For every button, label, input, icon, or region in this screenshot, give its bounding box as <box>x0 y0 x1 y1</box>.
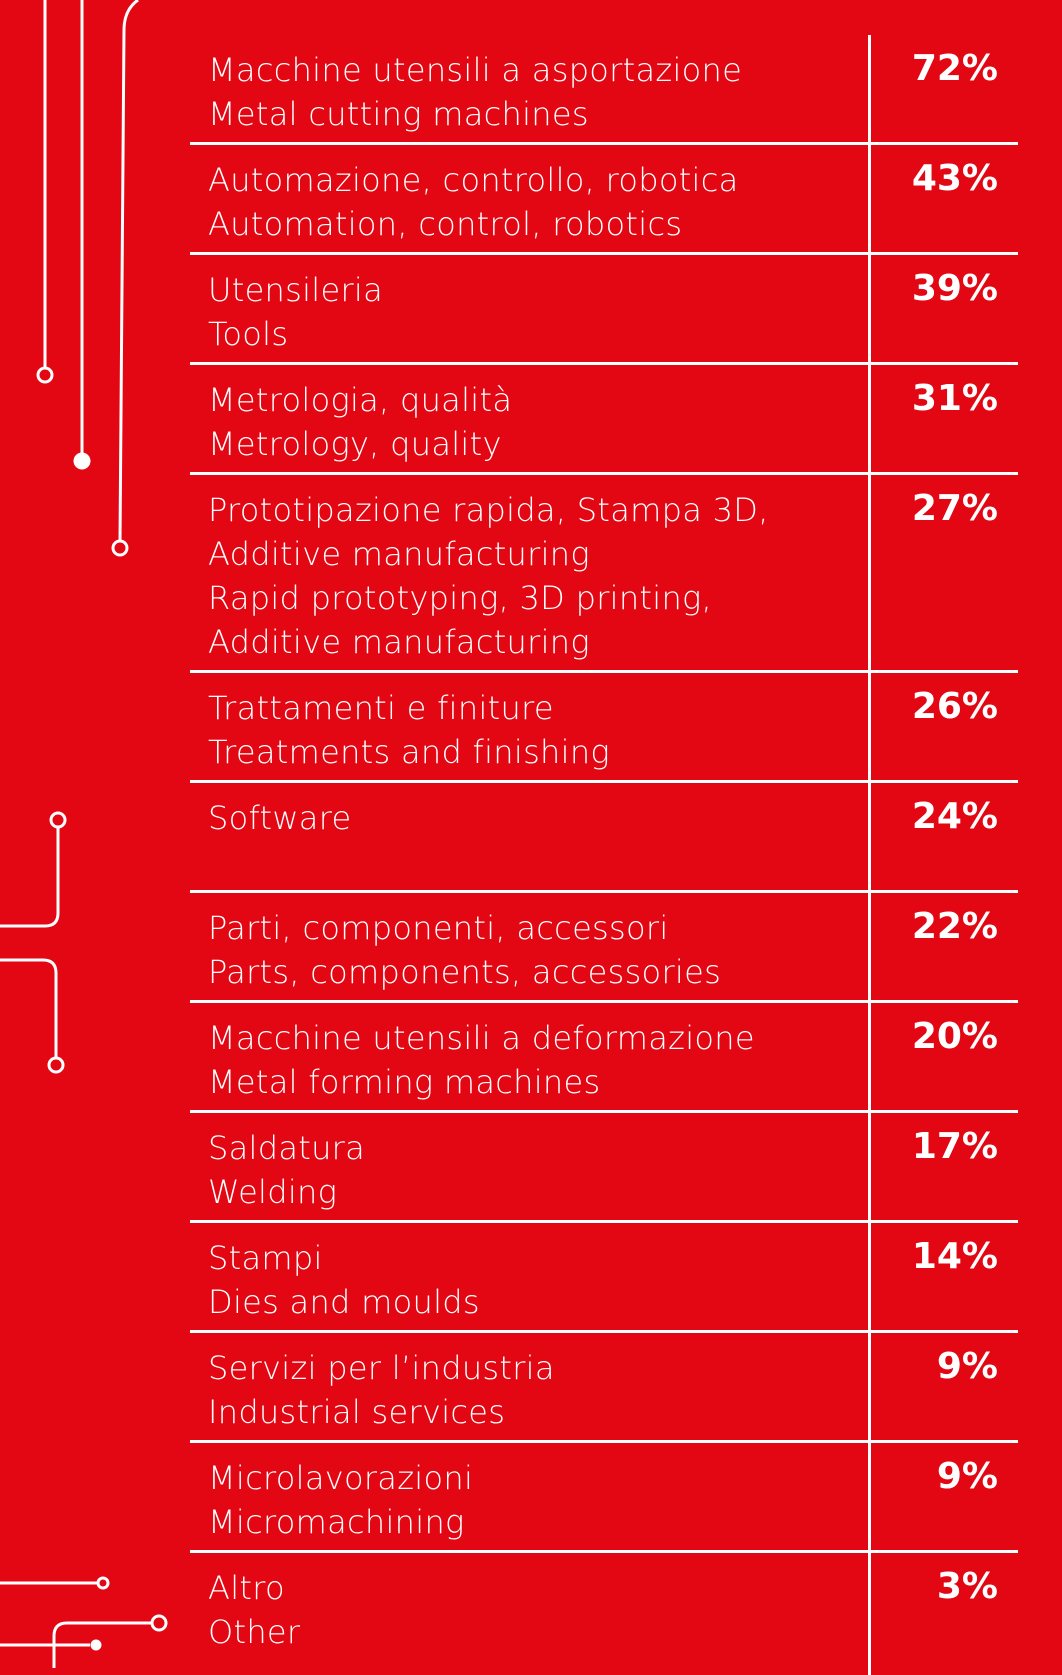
percentage-value: 20% <box>911 1016 998 1057</box>
category-label: Servizi per l’industria Industrial servic… <box>208 1346 858 1434</box>
category-line: Macchine utensili a asportazione <box>208 51 743 89</box>
category-line: Additive manufacturing <box>208 535 590 573</box>
table-row: Software 24% <box>190 783 1018 893</box>
category-label: Automazione, controllo, robotica Automati… <box>208 158 858 246</box>
category-line: Parts, components, accessories <box>208 953 722 991</box>
table-row: Metrologia, qualità Metrology, quality 31% <box>190 365 1018 475</box>
category-line: Automazione, controllo, robotica <box>208 161 739 199</box>
category-line: Servizi per l’industria <box>208 1349 555 1387</box>
category-line: Utensileria <box>208 271 384 309</box>
category-label: Parti, componenti, accessori Parts, compo… <box>208 906 858 994</box>
table-row: Macchine utensili a deformazione Metal fo… <box>190 1003 1018 1113</box>
table-row: Macchine utensili a asportazione Metal cu… <box>190 35 1018 145</box>
category-line: Stampi <box>208 1239 323 1277</box>
category-line: Metal cutting machines <box>208 95 589 133</box>
category-label: Trattamenti e finiture Treatments and fin… <box>208 686 858 774</box>
table-row: Utensileria Tools 39% <box>190 255 1018 365</box>
category-line: Altro <box>208 1569 285 1607</box>
category-line: Industrial services <box>208 1393 506 1431</box>
percentage-value: 3% <box>936 1566 998 1607</box>
table-row: Altro Other 3% <box>190 1553 1018 1663</box>
percentage-value: 26% <box>911 686 998 727</box>
table-row: Automazione, controllo, robotica Automati… <box>190 145 1018 255</box>
category-line: Tools <box>208 315 289 353</box>
category-label: Metrologia, qualità Metrology, quality <box>208 378 858 466</box>
percentage-value: 14% <box>911 1236 998 1277</box>
category-label: Prototipazione rapida, Stampa 3D, Additiv… <box>208 488 858 664</box>
percentage-value: 43% <box>911 158 998 199</box>
table-row: Parti, componenti, accessori Parts, compo… <box>190 893 1018 1003</box>
percentage-value: 27% <box>911 488 998 529</box>
category-line: Parti, componenti, accessori <box>208 909 669 947</box>
column-divider <box>868 35 871 1675</box>
table-row: Prototipazione rapida, Stampa 3D, Additiv… <box>190 475 1018 673</box>
category-label: Altro Other <box>208 1566 858 1654</box>
percentage-value: 9% <box>936 1346 998 1387</box>
table-row: Saldatura Welding 17% <box>190 1113 1018 1223</box>
category-label: Software <box>208 796 858 840</box>
category-label: Stampi Dies and moulds <box>208 1236 858 1324</box>
category-line: Automation, control, robotics <box>208 205 683 243</box>
table-row: Stampi Dies and moulds 14% <box>190 1223 1018 1333</box>
category-line: Metrologia, qualità <box>208 381 513 419</box>
category-line: Welding <box>208 1173 338 1211</box>
category-label: Saldatura Welding <box>208 1126 858 1214</box>
percentage-value: 31% <box>911 378 998 419</box>
category-line: Prototipazione rapida, Stampa 3D, <box>208 491 769 529</box>
category-label: Utensileria Tools <box>208 268 858 356</box>
category-line: Rapid prototyping, 3D printing, <box>208 579 713 617</box>
percentage-value: 39% <box>911 268 998 309</box>
category-table: Macchine utensili a asportazione Metal cu… <box>190 35 1018 1675</box>
percentage-value: 72% <box>911 48 998 89</box>
table-row: Microlavorazioni Micromachining 9% <box>190 1443 1018 1553</box>
percentage-value: 17% <box>911 1126 998 1167</box>
category-line: Saldatura <box>208 1129 366 1167</box>
category-label: Microlavorazioni Micromachining <box>208 1456 858 1544</box>
category-line: Treatments and finishing <box>208 733 610 771</box>
table-row: Trattamenti e finiture Treatments and fin… <box>190 673 1018 783</box>
percentage-value: 24% <box>911 796 998 837</box>
category-label: Macchine utensili a asportazione Metal cu… <box>208 48 858 136</box>
category-line: Dies and moulds <box>208 1283 480 1321</box>
table-row: Servizi per l’industria Industrial servic… <box>190 1333 1018 1443</box>
category-line: Additive manufacturing <box>208 623 590 661</box>
category-line: Metrology, quality <box>208 425 502 463</box>
category-line: Metal forming machines <box>208 1063 601 1101</box>
category-line: Other <box>208 1613 301 1651</box>
percentage-value: 9% <box>936 1456 998 1497</box>
category-line: Trattamenti e finiture <box>208 689 554 727</box>
category-line: Microlavorazioni <box>208 1459 474 1497</box>
category-label: Macchine utensili a deformazione Metal fo… <box>208 1016 858 1104</box>
category-line: Software <box>208 799 352 837</box>
category-line: Macchine utensili a deformazione <box>208 1019 755 1057</box>
category-line: Micromachining <box>208 1503 465 1541</box>
percentage-value: 22% <box>911 906 998 947</box>
